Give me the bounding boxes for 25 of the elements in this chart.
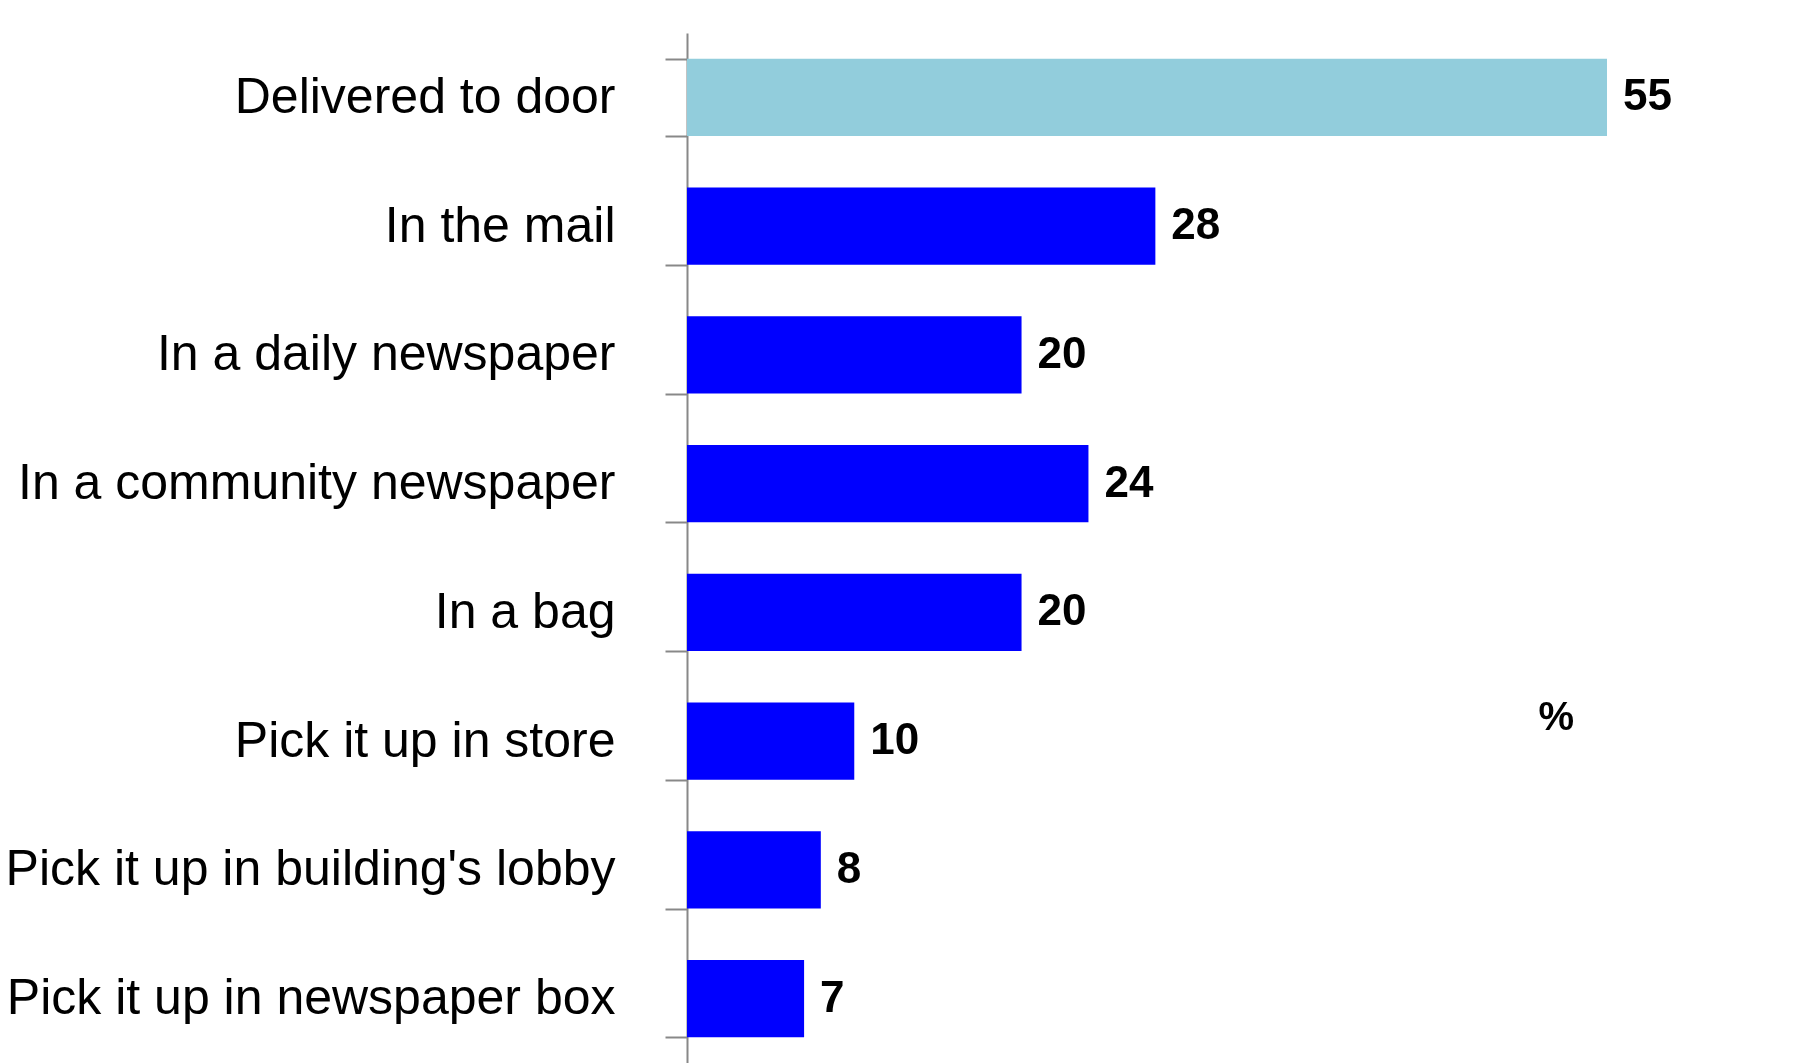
bar <box>687 831 821 909</box>
data-label: 55 <box>1623 70 1672 120</box>
y-tick-label: In a bag <box>434 582 616 639</box>
bar <box>687 316 1022 394</box>
y-tick-label: Pick it up in building's lobby <box>5 840 616 897</box>
y-tick-label: Pick it up in store <box>234 711 616 768</box>
data-label: 20 <box>1037 585 1087 635</box>
y-tick-label: In a community newspaper <box>17 454 616 511</box>
bar <box>687 702 855 780</box>
data-label: 20 <box>1037 327 1087 377</box>
bar <box>687 960 805 1038</box>
data-label: 10 <box>870 714 920 764</box>
bar <box>687 187 1156 265</box>
data-label: 28 <box>1171 199 1221 249</box>
data-label: 8 <box>836 842 862 892</box>
bar <box>687 573 1022 651</box>
bar <box>687 445 1089 523</box>
y-tick-label: In the mail <box>384 196 616 253</box>
bar <box>687 58 1607 136</box>
y-tick-label: Delivered to door <box>234 67 616 124</box>
data-label: 7 <box>820 971 845 1021</box>
data-label: 24 <box>1104 456 1154 506</box>
annotation: % <box>1538 693 1575 738</box>
y-tick-label: Pick it up in newspaper box <box>6 969 616 1026</box>
y-tick-label: In a daily newspaper <box>156 325 616 382</box>
